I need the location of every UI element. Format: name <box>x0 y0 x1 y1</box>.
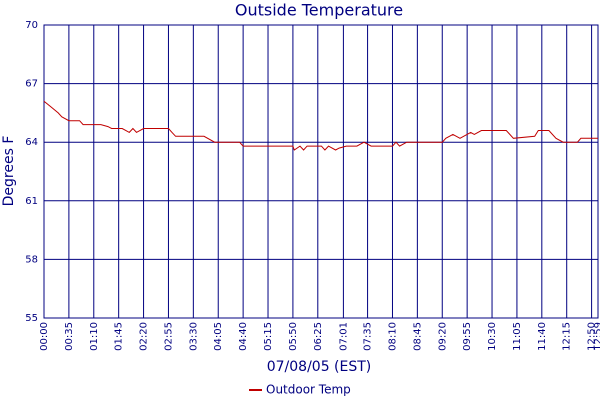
y-tick-label: 67 <box>25 79 38 90</box>
x-tick-label: 02:55 <box>163 322 174 351</box>
x-tick-label: 06:25 <box>313 322 324 351</box>
x-axis-label: 07/08/05 (EST) <box>267 359 372 375</box>
x-tick-label: 11:40 <box>537 322 548 351</box>
x-tick-label: 12:15 <box>562 322 573 351</box>
legend-label: Outdoor Temp <box>266 383 351 397</box>
y-tick-label: 58 <box>25 254 38 265</box>
plot-area <box>43 24 599 319</box>
x-tick-label: 00:00 <box>39 322 50 351</box>
x-tick-label: 04:05 <box>213 322 224 351</box>
x-tick-label: 12:50 <box>587 322 598 351</box>
y-tick-label: 55 <box>25 313 38 324</box>
x-tick-label: 07:01 <box>338 322 349 351</box>
x-tick-label: 04:40 <box>238 322 249 351</box>
y-tick-label: 70 <box>25 20 38 31</box>
y-axis-label: Degrees F <box>1 136 17 207</box>
x-tick-label: 09:20 <box>437 322 448 351</box>
x-tick-label: 07:35 <box>363 322 374 351</box>
x-tick-label: 12:59 <box>593 322 600 351</box>
x-tick-label: 09:55 <box>462 322 473 351</box>
x-tick-label: 02:20 <box>139 322 150 351</box>
x-tick-label: 10:30 <box>487 322 498 351</box>
x-tick-label: 03:30 <box>188 322 199 351</box>
data-line <box>43 100 598 151</box>
x-tick-label: 01:45 <box>114 322 125 351</box>
x-tick-label: 08:10 <box>387 322 398 351</box>
y-tick-label: 61 <box>25 196 38 207</box>
x-tick-label: 05:50 <box>288 322 299 351</box>
x-tick-label: 00:35 <box>64 322 75 351</box>
x-tick-label: 05:15 <box>263 322 274 351</box>
x-tick-label: 08:45 <box>412 322 423 351</box>
x-tick-label: 11:05 <box>512 322 523 351</box>
y-tick-label: 64 <box>25 137 38 148</box>
chart-title: Outside Temperature <box>235 1 403 20</box>
x-tick-label: 01:10 <box>89 322 100 351</box>
